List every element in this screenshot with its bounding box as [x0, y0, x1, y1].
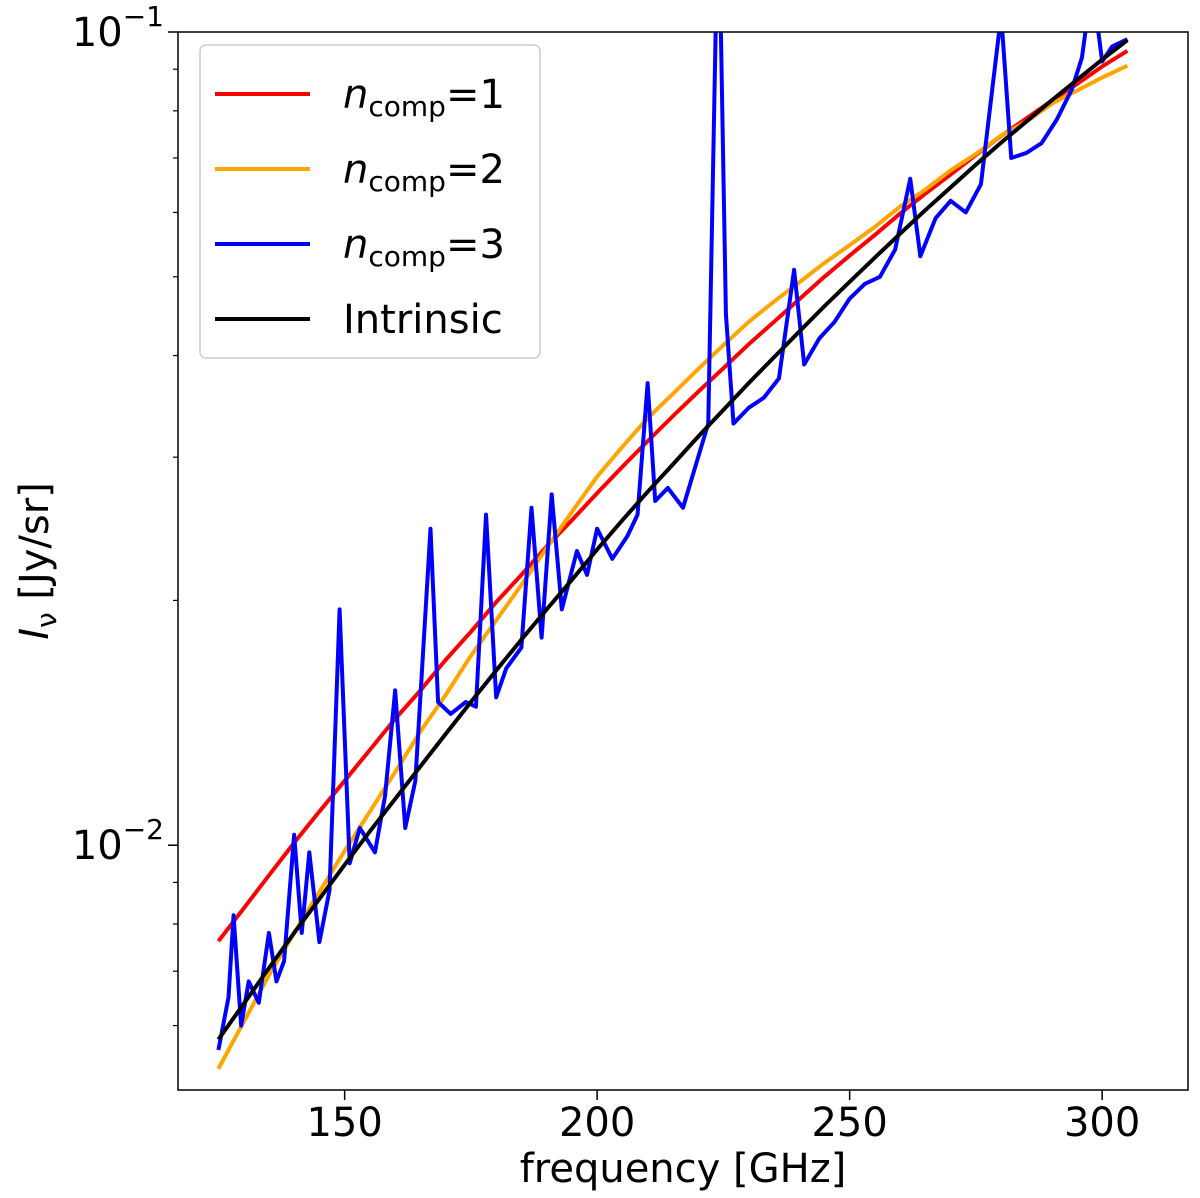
legend-box — [199, 44, 541, 359]
x-tick-label: 150 — [306, 1100, 382, 1146]
legend-label-rest: =1 — [446, 72, 505, 118]
y-axis-label-base: I — [12, 628, 58, 640]
x-tick-label: 250 — [811, 1100, 887, 1146]
legend-label: ncomp=3 — [343, 222, 505, 273]
legend-label-rest: =2 — [446, 147, 505, 193]
x-tick-label: 200 — [559, 1100, 635, 1146]
legend-label-base: n — [343, 147, 368, 193]
series-line — [216, 38, 1129, 1041]
series-line — [216, 63, 1129, 1070]
legend-label: ncomp=1 — [343, 72, 505, 123]
legend-label-sub: comp — [368, 90, 446, 123]
y-tick-label-exponent: −2 — [123, 813, 164, 846]
legend-label-rest: =3 — [446, 222, 505, 268]
y-axis-label: Iν [Jy/sr] — [12, 482, 63, 640]
legend-label: ncomp=2 — [343, 147, 505, 198]
axes-frame — [177, 31, 1189, 1091]
y-tick-label-base: 10 — [72, 10, 123, 56]
y-axis-label-rest: [Jy/sr] — [12, 482, 58, 612]
series-line — [216, 32, 1129, 1051]
legend-label-base: n — [343, 72, 368, 118]
legend-label-sub: comp — [368, 165, 446, 198]
x-tick-label: 300 — [1064, 1100, 1140, 1146]
legend-label: Intrinsic — [343, 297, 503, 343]
x-axis-label: frequency [GHz] — [520, 1146, 847, 1192]
y-tick-label-base: 10 — [72, 823, 123, 869]
y-tick-label: 10−1 — [72, 0, 164, 56]
plot-area — [216, 32, 1129, 1070]
y-tick-label-exponent: −1 — [123, 0, 164, 33]
y-axis-label-sub: ν — [30, 612, 63, 628]
y-tick-label: 10−2 — [72, 813, 164, 869]
legend-label-base: n — [343, 222, 368, 268]
legend-label-sub: comp — [368, 240, 446, 273]
